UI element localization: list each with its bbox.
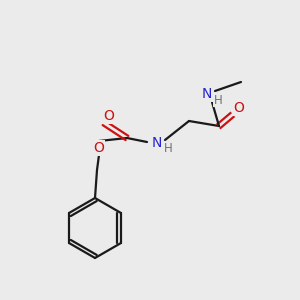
- Text: O: O: [94, 141, 104, 155]
- Text: H: H: [164, 142, 172, 154]
- Text: N: N: [152, 136, 162, 150]
- Text: O: O: [234, 101, 244, 115]
- Text: H: H: [214, 94, 222, 106]
- Text: O: O: [103, 109, 114, 123]
- Text: N: N: [202, 87, 212, 101]
